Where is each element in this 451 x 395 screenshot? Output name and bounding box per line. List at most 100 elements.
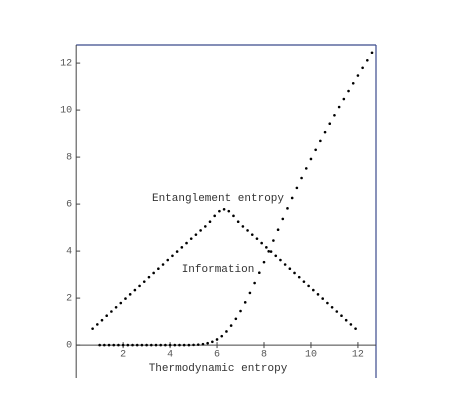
data-point <box>215 338 219 341</box>
data-point <box>265 246 268 249</box>
data-point <box>281 217 285 221</box>
x-tick-label: 2 <box>120 350 126 361</box>
data-point <box>206 341 209 345</box>
data-point <box>124 297 127 300</box>
data-point <box>222 207 226 211</box>
data-point <box>349 323 353 326</box>
data-point <box>227 209 231 213</box>
data-point <box>276 228 280 232</box>
series-label: Entanglement entropy <box>152 193 284 205</box>
data-point <box>147 275 151 279</box>
data-point <box>246 229 249 232</box>
data-point <box>138 284 141 288</box>
data-point <box>272 239 275 242</box>
data-point <box>302 280 306 283</box>
data-point <box>168 343 172 347</box>
data-point <box>304 167 308 170</box>
data-point <box>337 105 341 109</box>
data-point <box>366 58 369 62</box>
data-point <box>312 288 315 292</box>
data-point <box>297 275 301 279</box>
data-point <box>121 343 125 347</box>
data-point <box>267 250 271 253</box>
data-point <box>220 334 224 338</box>
y-tick-label: 0 <box>66 341 72 352</box>
data-point <box>180 246 184 249</box>
data-point <box>239 309 242 313</box>
data-point <box>330 305 334 309</box>
data-point <box>204 225 207 228</box>
x-tick-label: 12 <box>352 350 364 361</box>
data-point <box>354 327 357 330</box>
data-point <box>344 318 348 322</box>
data-point <box>286 207 289 210</box>
data-point <box>300 176 303 180</box>
data-point <box>314 148 317 152</box>
y-tick-label: 8 <box>66 153 72 164</box>
data-point <box>196 343 200 346</box>
data-point <box>274 254 278 258</box>
data-point <box>187 343 191 347</box>
data-point <box>110 310 113 313</box>
data-point <box>182 343 186 347</box>
data-point <box>316 293 320 296</box>
data-point <box>323 130 327 134</box>
data-point <box>142 280 146 283</box>
data-point <box>159 343 162 347</box>
data-point <box>229 324 233 327</box>
y-tick-label: 2 <box>66 294 72 305</box>
data-point <box>234 317 238 321</box>
x-tick-label: 4 <box>167 350 173 361</box>
data-point <box>307 284 310 288</box>
data-point <box>178 343 181 347</box>
data-point <box>213 214 216 218</box>
data-point <box>333 113 336 117</box>
data-point <box>103 343 106 347</box>
data-point <box>150 343 153 347</box>
data-point <box>347 89 350 93</box>
data-point <box>152 271 155 275</box>
data-point <box>260 241 263 245</box>
data-point <box>133 288 137 292</box>
data-point <box>351 82 355 85</box>
data-point <box>241 225 245 228</box>
data-point <box>96 323 99 326</box>
data-point <box>201 342 205 346</box>
data-point <box>326 301 329 305</box>
data-point <box>194 233 198 236</box>
data-point <box>114 305 118 309</box>
data-point <box>232 214 235 218</box>
data-point <box>91 327 94 330</box>
data-point <box>295 186 299 190</box>
data-point <box>199 229 202 232</box>
data-point <box>288 267 292 271</box>
data-point <box>161 263 165 266</box>
data-point <box>253 281 256 285</box>
data-point <box>192 343 195 347</box>
data-point <box>107 343 111 347</box>
data-point <box>164 343 167 347</box>
data-point <box>269 250 273 253</box>
data-point <box>328 122 332 126</box>
series-label: Information <box>182 264 255 276</box>
data-point <box>290 196 294 200</box>
data-point <box>117 343 120 347</box>
data-point <box>112 343 116 347</box>
data-point <box>361 66 364 70</box>
data-point <box>258 271 261 275</box>
data-point <box>293 271 296 275</box>
data-point <box>370 51 374 55</box>
x-tick-label: 10 <box>305 350 317 361</box>
x-axis-label: Thermodynamic entropy <box>149 363 288 375</box>
x-tick-label: 6 <box>214 350 220 361</box>
data-point <box>262 260 266 264</box>
data-point <box>135 343 139 347</box>
data-point <box>321 297 325 300</box>
data-point <box>119 301 123 305</box>
data-point <box>208 220 212 224</box>
data-point <box>173 343 177 347</box>
data-point <box>126 343 130 347</box>
data-point <box>248 291 252 295</box>
data-point <box>250 233 254 236</box>
